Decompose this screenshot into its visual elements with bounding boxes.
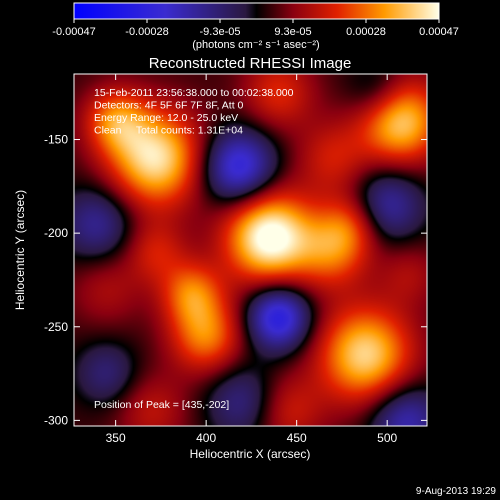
colorbar-tick-label: 0.00047 bbox=[419, 26, 459, 38]
annotation-line: Clean Total counts: 1.31E+04 bbox=[94, 125, 243, 137]
annotation-block: 15-Feb-2011 23:56:38.000 to 00:02:38.000… bbox=[94, 87, 294, 137]
x-tick-label: 400 bbox=[196, 431, 216, 445]
x-tick-label: 500 bbox=[377, 431, 397, 445]
y-tick-label: -150 bbox=[44, 133, 68, 147]
y-axis-label: Heliocentric Y (arcsec) bbox=[13, 190, 27, 310]
y-axis: -150 -200 -250 -300 bbox=[44, 133, 427, 427]
annotation-line: Energy Range: 12.0 - 25.0 keV bbox=[94, 112, 238, 124]
timestamp: 9-Aug-2013 19:29 bbox=[416, 486, 497, 497]
x-tick-label: 350 bbox=[106, 431, 126, 445]
peak-position-label: Position of Peak = [435,-202] bbox=[94, 399, 229, 411]
y-tick-label: -200 bbox=[44, 226, 68, 240]
y-tick-label: -300 bbox=[44, 413, 68, 427]
heatmap-image bbox=[74, 74, 427, 426]
colorbar-ticks: -0.00047 -0.00028 -9.3e-05 9.3e-05 0.00028 0.… bbox=[52, 19, 459, 38]
colorbar-units: (photons cm⁻² s⁻¹ asec⁻²) bbox=[192, 39, 319, 51]
x-axis-label: Heliocentric X (arcsec) bbox=[190, 447, 311, 461]
x-tick-label: 450 bbox=[287, 431, 307, 445]
annotation-line: 15-Feb-2011 23:56:38.000 to 00:02:38.000 bbox=[94, 87, 294, 99]
y-tick-label: -250 bbox=[44, 320, 68, 334]
annotation-line: Detectors: 4F 5F 6F 7F 8F, Att 0 bbox=[94, 100, 244, 112]
colorbar-tick-label: 0.00028 bbox=[346, 26, 386, 38]
plot-frame bbox=[73, 73, 428, 427]
chart-title: Reconstructed RHESSI Image bbox=[149, 55, 352, 72]
x-axis: 350 400 450 500 bbox=[106, 74, 398, 445]
colorbar-tick-label: -9.3e-05 bbox=[200, 26, 241, 38]
colorbar bbox=[73, 2, 440, 20]
colorbar-tick-label: -0.00047 bbox=[52, 26, 95, 38]
colorbar-tick-label: 9.3e-05 bbox=[274, 26, 311, 38]
colorbar-tick-label: -0.00028 bbox=[125, 26, 168, 38]
